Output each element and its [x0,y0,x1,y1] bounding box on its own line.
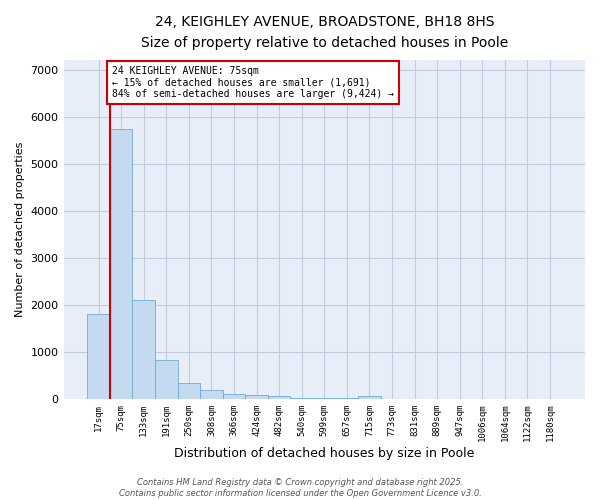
Bar [155,360,178,399]
Bar [87,314,110,399]
Bar [313,398,335,399]
Text: 24 KEIGHLEY AVENUE: 75sqm
← 15% of detached houses are smaller (1,691)
84% of se: 24 KEIGHLEY AVENUE: 75sqm ← 15% of detac… [112,66,394,99]
Title: 24, KEIGHLEY AVENUE, BROADSTONE, BH18 8HS
Size of property relative to detached : 24, KEIGHLEY AVENUE, BROADSTONE, BH18 8H… [140,15,508,50]
Bar [200,390,223,399]
Text: Contains HM Land Registry data © Crown copyright and database right 2025.
Contai: Contains HM Land Registry data © Crown c… [119,478,481,498]
Y-axis label: Number of detached properties: Number of detached properties [15,142,25,318]
Bar [290,398,313,399]
Bar [268,396,290,399]
Bar [358,396,381,399]
Bar [223,394,245,399]
Bar [335,398,358,399]
Bar [110,128,133,399]
Bar [178,383,200,399]
X-axis label: Distribution of detached houses by size in Poole: Distribution of detached houses by size … [174,447,475,460]
Bar [133,300,155,399]
Bar [245,395,268,399]
